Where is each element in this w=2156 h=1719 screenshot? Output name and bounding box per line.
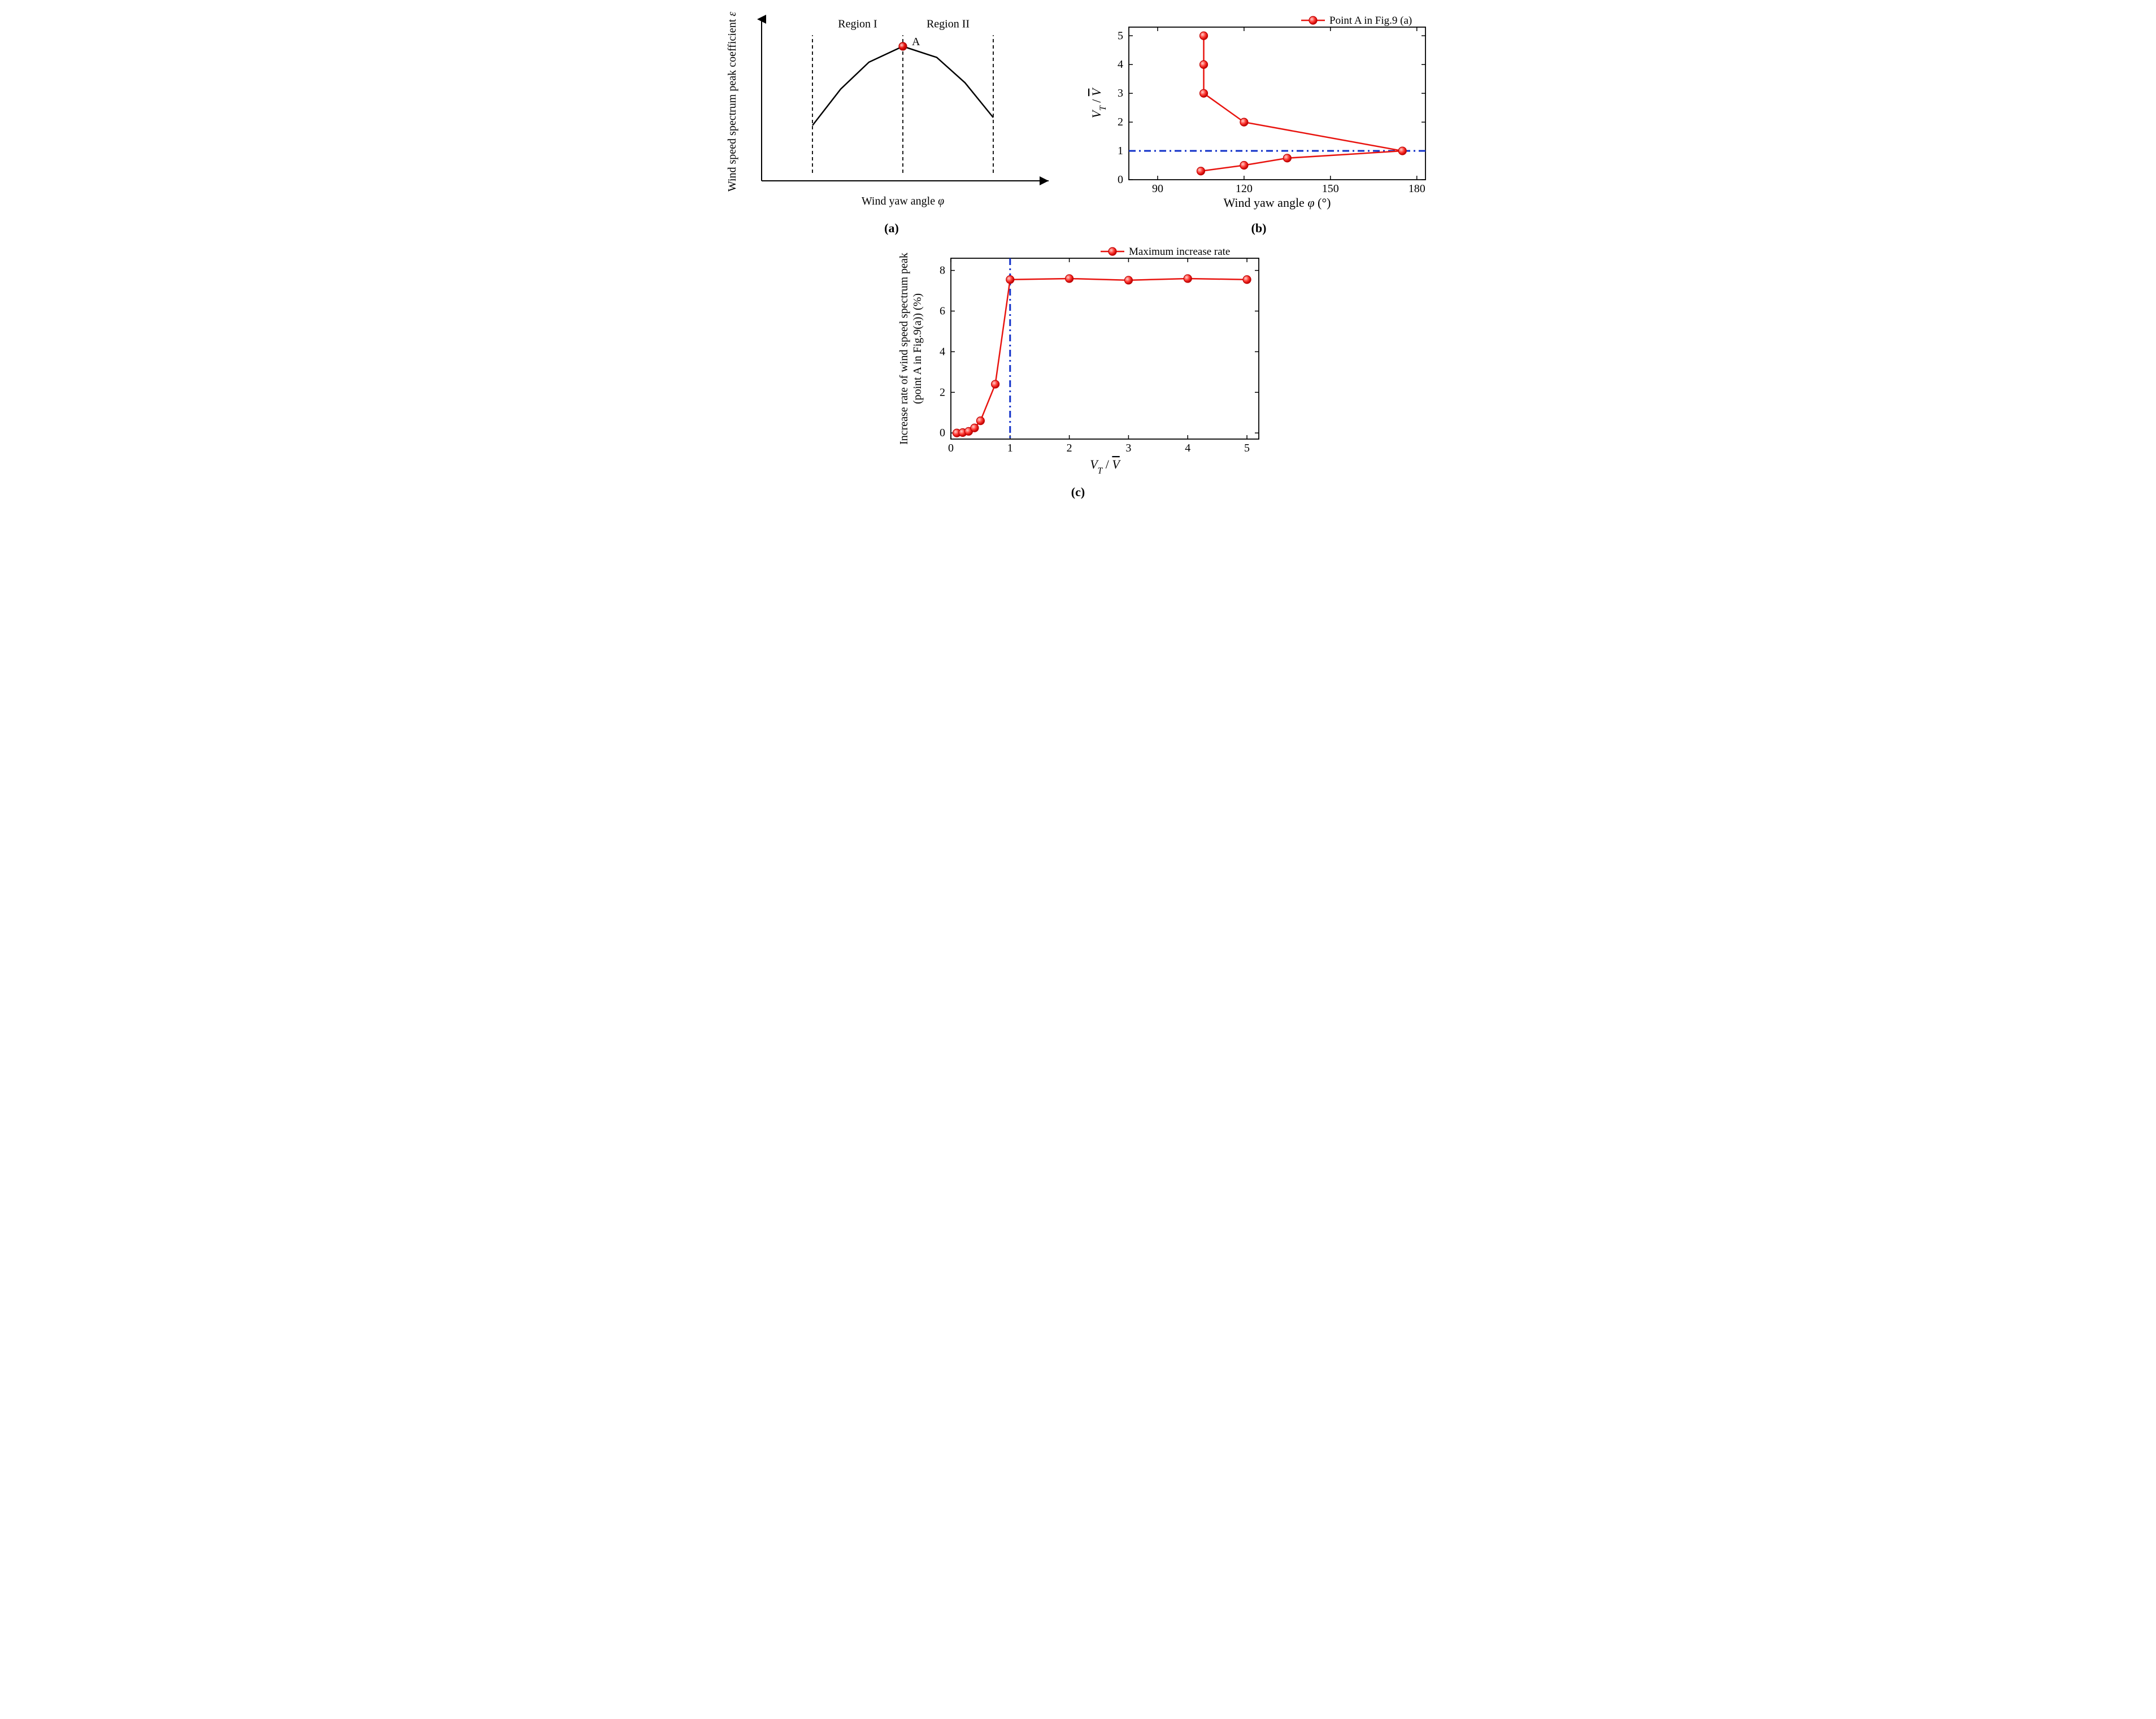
svg-text:VT / V: VT / V — [1090, 457, 1121, 476]
svg-text:150: 150 — [1322, 183, 1339, 195]
svg-text:0: 0 — [948, 442, 954, 454]
svg-text:VT / V: VT / V — [1089, 87, 1108, 118]
svg-text:(point A in Fig.9(a)) (%): (point A in Fig.9(a)) (%) — [911, 293, 924, 404]
svg-text:120: 120 — [1236, 183, 1253, 195]
svg-text:4: 4 — [940, 345, 945, 358]
svg-text:6: 6 — [940, 305, 945, 317]
svg-text:2: 2 — [1067, 442, 1072, 454]
svg-text:0: 0 — [1118, 173, 1123, 186]
subcaption-c: (c) — [886, 485, 1270, 500]
svg-text:1: 1 — [1007, 442, 1013, 454]
chart-b: 90 120 150 180 0 1 2 3 4 5 Point A in Fig.9 (a) Win… — [1084, 11, 1434, 215]
subcaption-b: (b) — [1084, 221, 1434, 236]
panel-b: 90 120 150 180 0 1 2 3 4 5 Point A in Fig.9 (a) Win… — [1084, 11, 1434, 236]
top-row: A Region I Region II Wind yaw angle φ Wind s… — [722, 11, 1434, 236]
svg-text:Maximum increase rate: Maximum increase rate — [1129, 246, 1230, 258]
svg-text:3: 3 — [1118, 87, 1123, 99]
chart-a: A Region I Region II Wind yaw angle φ Wind s… — [722, 11, 1061, 215]
svg-text:Wind yaw angle φ (°): Wind yaw angle φ (°) — [1224, 196, 1331, 210]
svg-text:90: 90 — [1152, 183, 1163, 195]
panel-a: A Region I Region II Wind yaw angle φ Wind s… — [722, 11, 1061, 236]
svg-text:Region II: Region II — [927, 18, 970, 30]
svg-text:0: 0 — [940, 427, 945, 439]
svg-text:5: 5 — [1244, 442, 1250, 454]
figure-container: A Region I Region II Wind yaw angle φ Wind s… — [722, 11, 1434, 500]
svg-text:1: 1 — [1118, 145, 1123, 157]
svg-text:Region I: Region I — [838, 18, 877, 30]
svg-text:8: 8 — [940, 264, 945, 277]
svg-text:A: A — [912, 36, 920, 48]
svg-text:4: 4 — [1118, 58, 1123, 71]
subcaption-a: (a) — [722, 221, 1061, 236]
svg-text:Increase rate of wind speed sp: Increase rate of wind speed spectrum pea… — [898, 253, 910, 445]
svg-text:2: 2 — [1118, 116, 1123, 128]
svg-text:4: 4 — [1185, 442, 1190, 454]
chart-c: 0 1 2 3 4 5 0 2 4 6 8 Maximum increase rate VT / V In… — [886, 241, 1270, 479]
svg-text:2: 2 — [940, 386, 945, 398]
svg-text:5: 5 — [1118, 29, 1123, 42]
svg-text:3: 3 — [1125, 442, 1131, 454]
svg-text:180: 180 — [1409, 183, 1425, 195]
svg-text:Wind speed spectrum peak coeff: Wind speed spectrum peak coefficient ε — [726, 12, 738, 192]
svg-text:Point A in Fig.9 (a): Point A in Fig.9 (a) — [1329, 15, 1412, 27]
panel-c: 0 1 2 3 4 5 0 2 4 6 8 Maximum increase rate VT / V In… — [886, 241, 1270, 500]
svg-text:Wind yaw angle φ: Wind yaw angle φ — [862, 195, 944, 207]
